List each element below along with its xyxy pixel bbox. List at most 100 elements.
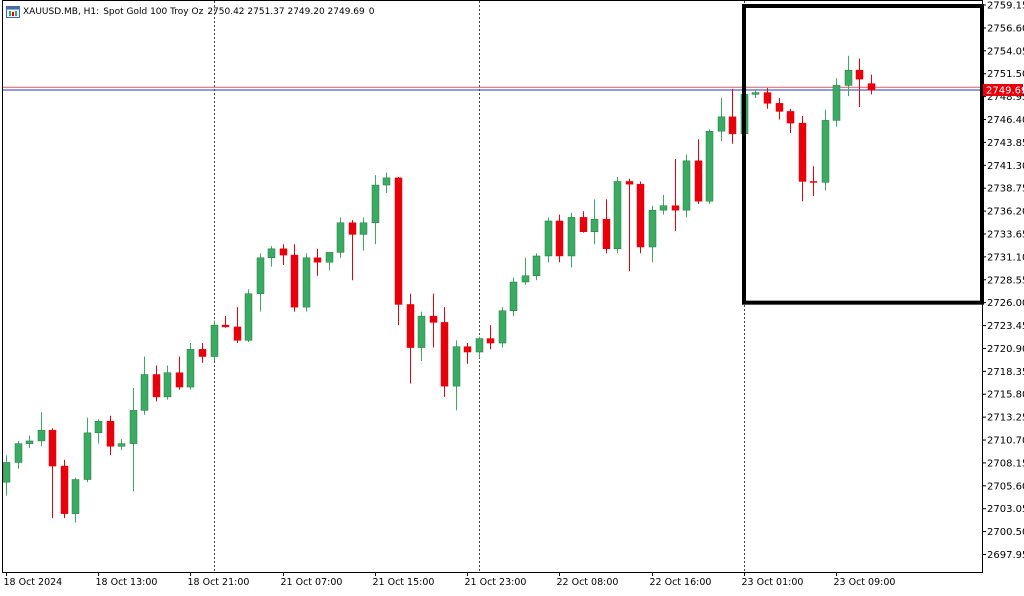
bear-candle[interactable]: [198, 343, 207, 363]
candle-body: [763, 92, 772, 104]
bull-candle[interactable]: [25, 435, 34, 449]
bear-candle[interactable]: [867, 74, 876, 95]
bear-candle[interactable]: [602, 199, 611, 254]
candle-body: [613, 181, 622, 250]
bull-candle[interactable]: [336, 217, 345, 258]
time-tick-label: 21 Oct 23:00: [465, 577, 527, 588]
bear-candle[interactable]: [313, 248, 322, 276]
price-tick-label: 2723.45: [987, 321, 1024, 332]
bull-candle[interactable]: [163, 365, 172, 400]
bear-candle[interactable]: [855, 58, 864, 107]
candle-body: [867, 83, 876, 91]
time-axis[interactable]: 18 Oct 2024 18 Oct 13:00 18 Oct 21:00 21 Oc…: [4, 572, 896, 588]
bear-candle[interactable]: [625, 178, 634, 272]
bull-candle[interactable]: [509, 277, 518, 317]
bull-candle[interactable]: [532, 253, 541, 281]
bull-candle[interactable]: [140, 356, 149, 415]
candle-body: [532, 255, 541, 276]
bull-candle[interactable]: [382, 172, 391, 194]
bear-candle[interactable]: [406, 293, 415, 384]
bear-candle[interactable]: [175, 356, 184, 390]
bear-candle[interactable]: [463, 343, 472, 364]
bull-candle[interactable]: [267, 246, 276, 267]
symbol-label: XAUUSD.MB, H1:: [23, 7, 100, 17]
bear-candle[interactable]: [798, 115, 807, 202]
bull-candle[interactable]: [83, 417, 92, 483]
bull-candle[interactable]: [71, 477, 80, 523]
bull-candle[interactable]: [544, 217, 553, 263]
bull-candle[interactable]: [452, 340, 461, 411]
bull-candle[interactable]: [648, 205, 657, 263]
bull-candle[interactable]: [832, 78, 841, 127]
bear-candle[interactable]: [763, 88, 772, 109]
bull-candle[interactable]: [256, 253, 265, 312]
bull-candle[interactable]: [717, 97, 726, 142]
bear-candle[interactable]: [555, 214, 564, 263]
bear-candle[interactable]: [60, 459, 69, 519]
candle-body: [417, 315, 426, 348]
bull-candle[interactable]: [417, 311, 426, 362]
bull-candle[interactable]: [682, 154, 691, 218]
bull-candle[interactable]: [94, 419, 103, 444]
candle-body: [406, 304, 415, 348]
bear-candle[interactable]: [233, 307, 242, 344]
bull-candle[interactable]: [117, 439, 126, 450]
bull-candle[interactable]: [705, 129, 714, 204]
bear-candle[interactable]: [579, 211, 588, 233]
bear-candle[interactable]: [486, 325, 495, 350]
bull-candle[interactable]: [844, 55, 853, 97]
bull-candle[interactable]: [751, 90, 760, 98]
bull-candle[interactable]: [371, 175, 380, 245]
candle-body: [48, 429, 57, 467]
bull-candle[interactable]: [186, 343, 195, 390]
bull-candle[interactable]: [659, 194, 668, 215]
price-tag-bg: [983, 83, 1023, 96]
bull-candle[interactable]: [14, 440, 23, 469]
bull-candle[interactable]: [302, 253, 311, 312]
bear-candle[interactable]: [775, 97, 784, 120]
candle-body: [71, 479, 80, 514]
bull-candle[interactable]: [475, 336, 484, 359]
bull-candle[interactable]: [498, 307, 507, 348]
price-tick-label: 2713.25: [987, 413, 1024, 424]
bear-candle[interactable]: [786, 108, 795, 133]
bear-candle[interactable]: [728, 88, 737, 144]
bear-candle[interactable]: [279, 244, 288, 265]
time-tick-label: 18 Oct 2024: [4, 577, 63, 588]
bull-candle[interactable]: [567, 212, 576, 268]
bull-candle[interactable]: [521, 257, 530, 285]
bull-candle[interactable]: [210, 320, 219, 362]
bear-candle[interactable]: [636, 181, 645, 254]
price-tick-label: 2743.85: [987, 138, 1024, 149]
bull-candle[interactable]: [613, 176, 622, 254]
time-tick-label: 21 Oct 15:00: [373, 577, 435, 588]
bear-candle[interactable]: [671, 159, 680, 231]
bull-candle[interactable]: [821, 109, 830, 191]
bear-candle[interactable]: [106, 415, 115, 456]
bull-candle[interactable]: [244, 289, 253, 343]
bull-candle[interactable]: [37, 412, 46, 447]
bear-candle[interactable]: [152, 365, 161, 402]
bear-candle[interactable]: [48, 428, 57, 519]
bull-candle[interactable]: [129, 387, 138, 492]
bear-candle[interactable]: [221, 316, 230, 328]
bear-candle[interactable]: [809, 166, 818, 196]
bear-candle[interactable]: [394, 176, 403, 326]
candle-body: [163, 372, 172, 398]
bull-candle[interactable]: [325, 252, 334, 271]
time-tick-label: 18 Oct 13:00: [96, 577, 158, 588]
price-axis[interactable]: 2759.15 2756.60 2754.05 2751.50 2748.95 2746.…: [982, 1, 1024, 561]
candle-body: [325, 252, 334, 263]
bear-candle[interactable]: [440, 307, 449, 397]
bear-candle[interactable]: [290, 244, 299, 312]
bear-candle[interactable]: [694, 139, 703, 204]
bull-candle[interactable]: [590, 199, 599, 245]
bear-candle[interactable]: [348, 220, 357, 281]
candle-body: [348, 222, 357, 235]
bear-candle[interactable]: [429, 293, 438, 348]
bull-candle[interactable]: [359, 217, 368, 251]
candle-body: [221, 324, 230, 328]
candle-body: [152, 374, 161, 398]
